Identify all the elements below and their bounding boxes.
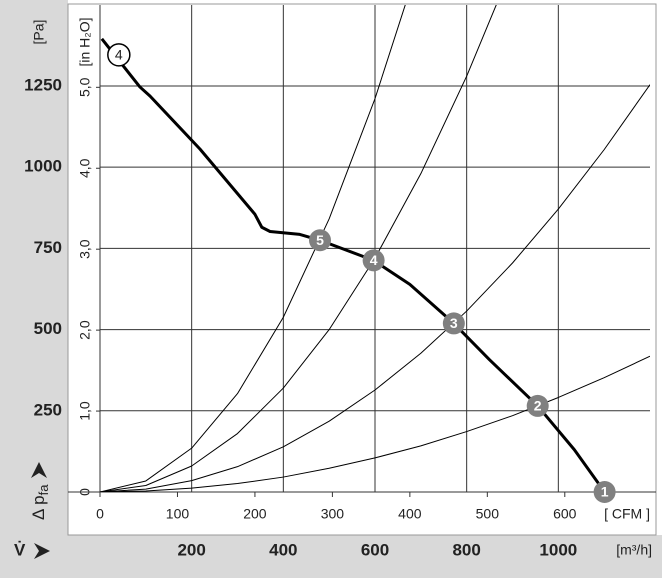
y-title-text: Δ p [29,495,48,520]
curve-label: 4 [115,47,123,63]
y2-tick-label: 1,0 [77,401,93,421]
x2-label: [ CFM ] [604,506,650,522]
x2-tick-label: 0 [96,506,104,522]
x-tick-label: 1000 [539,540,577,559]
operating-point [442,312,465,335]
y-tick-label: 1000 [24,157,62,176]
operating-point-label: 3 [450,315,458,331]
operating-point [526,394,549,417]
x-tick-label: 800 [452,540,480,559]
x-label: [m³/h] [616,542,652,558]
y2-label: [in H₂O] [77,18,93,67]
x2-tick-label: 600 [553,506,577,522]
bottom-band [0,535,662,578]
x-arrow [34,543,50,559]
y-tick-label: 250 [34,400,62,419]
operating-point-label: 2 [534,398,542,414]
y-label: [Pa] [31,20,47,45]
x2-tick-label: 200 [243,506,267,522]
y-title: Δ pfa [29,484,51,520]
x-tick-label: 200 [177,540,205,559]
plot-frame [67,3,657,536]
y-arrow [31,462,47,478]
y2-tick-label: 5,0 [77,77,93,97]
operating-point-label: 4 [370,252,378,268]
left-band [0,0,68,578]
y2-tick-label: 3,0 [77,239,93,259]
system-curve [100,5,497,492]
system-curve [100,5,406,492]
y2-tick-label: 4,0 [77,158,93,178]
y-title-main: Δ pfa [29,484,51,520]
operating-point-label: 1 [601,484,609,500]
y-tick-label: 750 [34,238,62,257]
operating-point [309,229,331,252]
x2-tick-label: 400 [398,506,422,522]
system-curve [100,84,650,492]
y-tick-label: 1250 [24,75,62,94]
y2-tick-label: 2,0 [77,320,93,340]
y-title-sub: fa [36,484,51,496]
x2-tick-label: 300 [321,506,345,522]
operating-point [362,249,385,272]
system-curve [100,355,650,492]
curve-label-circle [107,43,131,67]
x2-tick-label: 100 [166,506,190,522]
operating-point [593,481,616,503]
x-tick-label: 400 [269,540,297,559]
y-tick-label: 500 [34,319,62,338]
x-title: V̇ [14,540,26,559]
operating-point-label: 5 [316,232,324,248]
x2-tick-label: 500 [476,506,500,522]
x-tick-label: 600 [361,540,389,559]
